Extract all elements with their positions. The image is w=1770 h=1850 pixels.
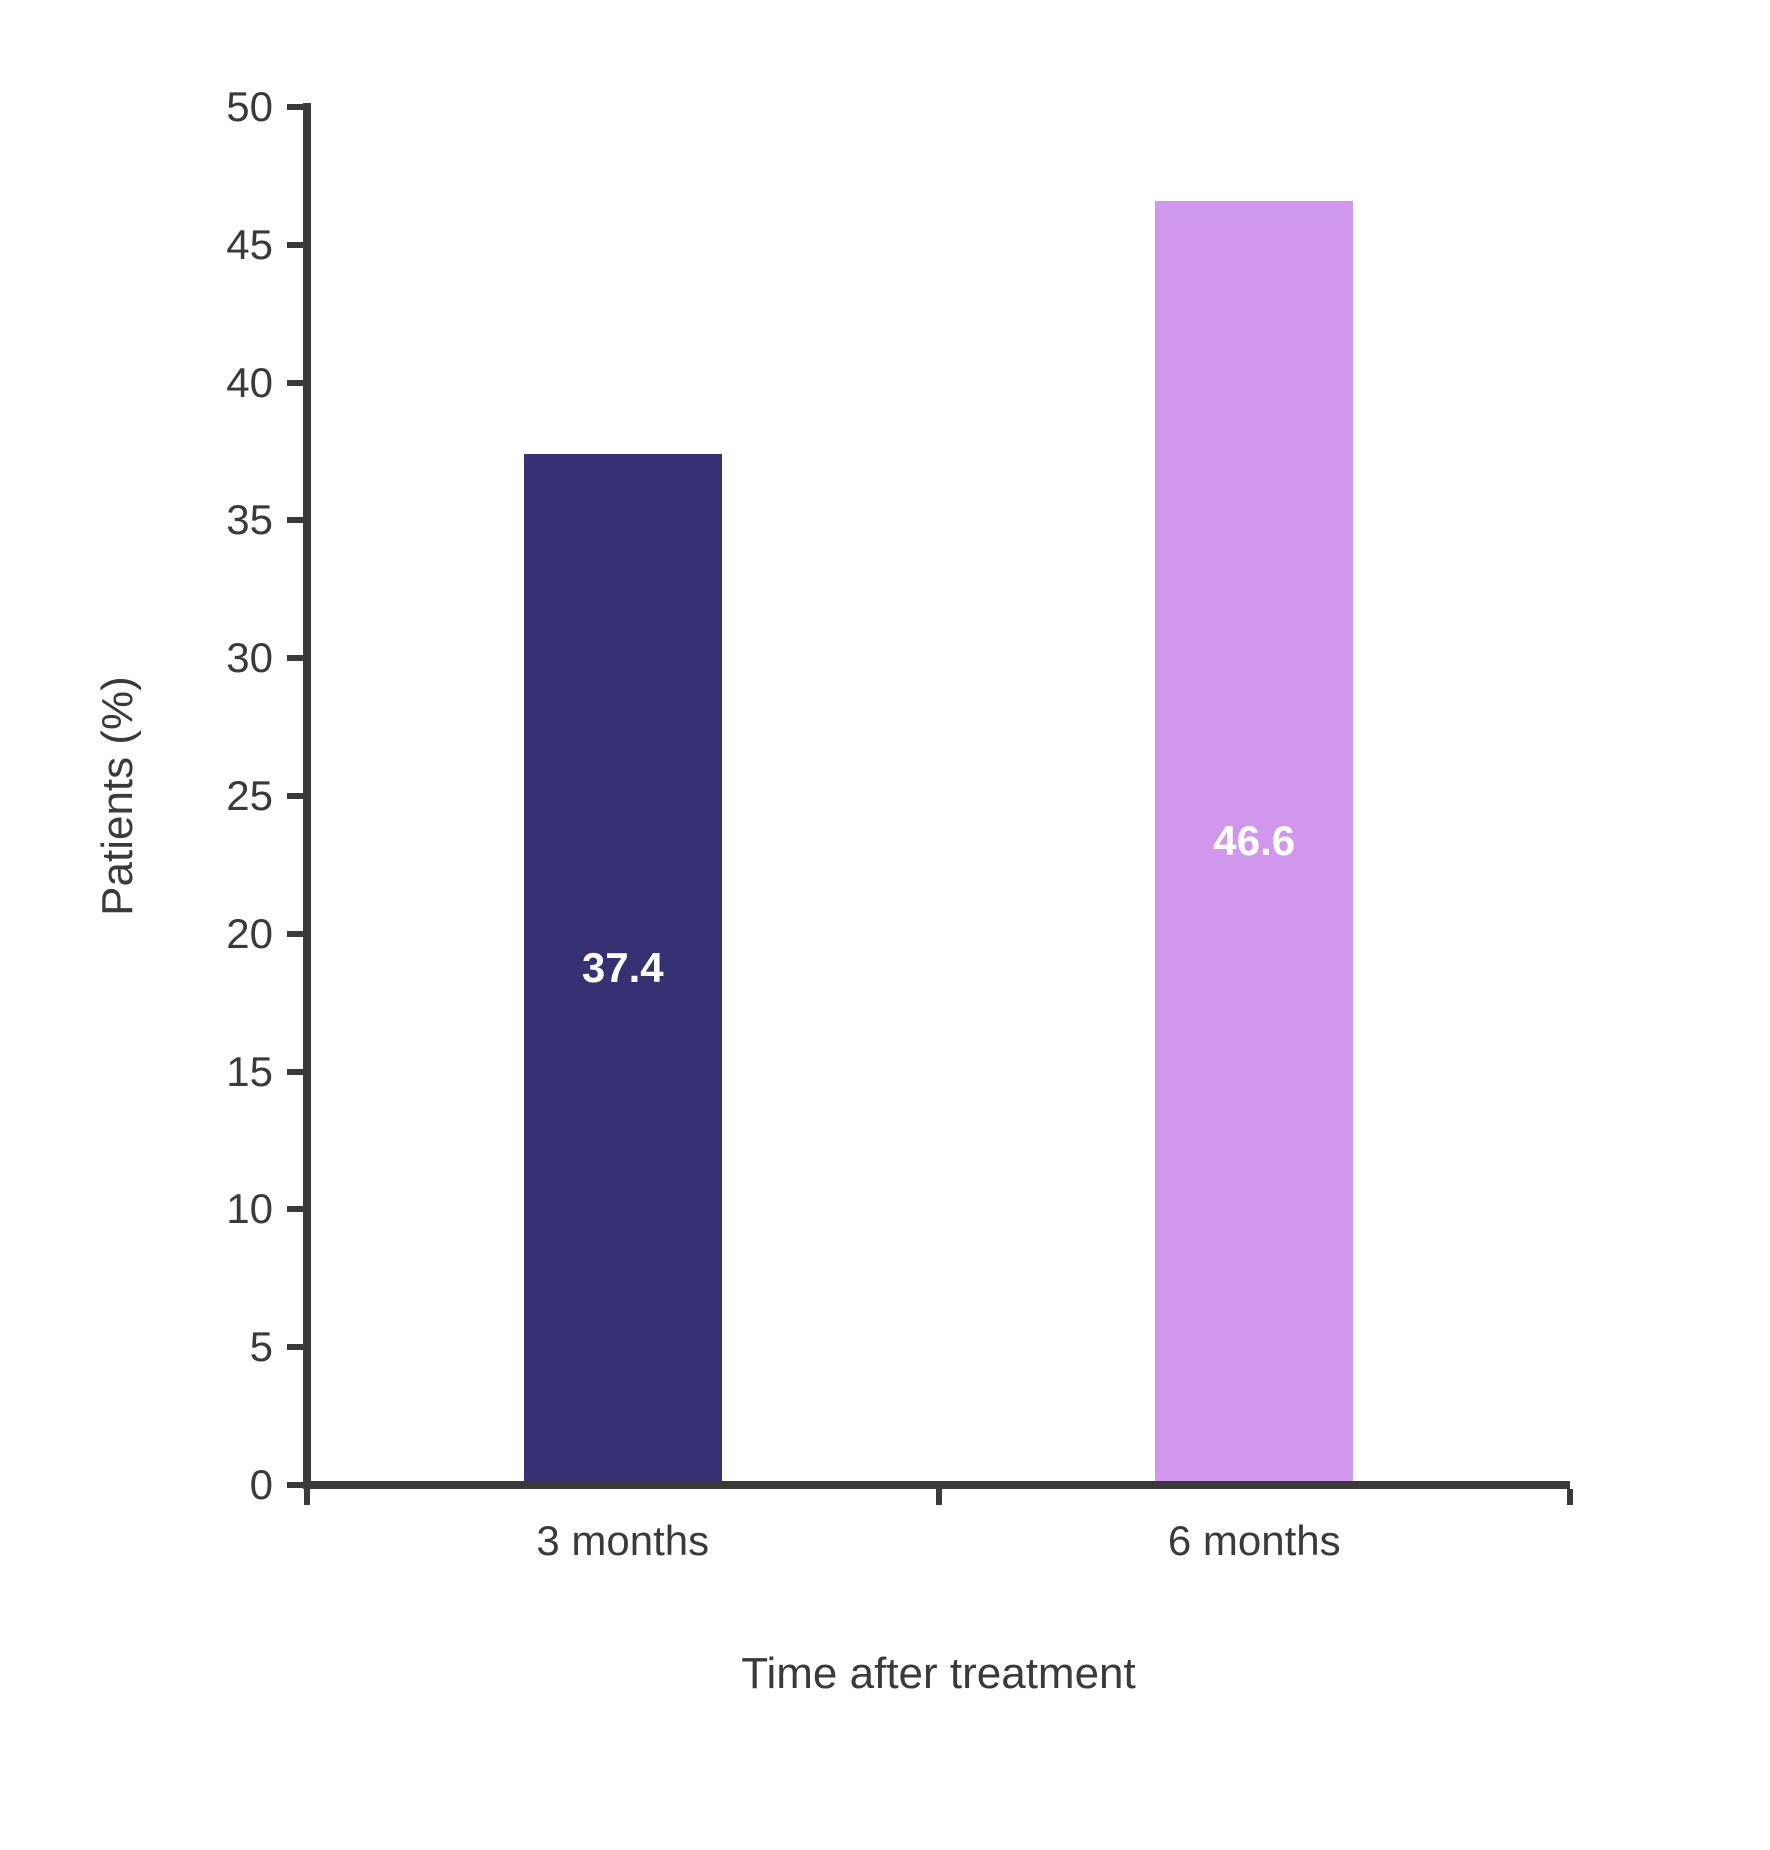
- bar-value-label: 46.6: [1213, 816, 1296, 864]
- y-tick-mark: [287, 517, 303, 524]
- y-tick-mark: [287, 655, 303, 662]
- y-tick-mark: [287, 241, 303, 248]
- y-tick-mark: [287, 1344, 303, 1351]
- bar: [523, 454, 722, 1481]
- y-tick-label: 5: [249, 1323, 273, 1371]
- x-axis-title: Time after treatment: [741, 1649, 1136, 1698]
- y-tick-label: 10: [226, 1185, 273, 1233]
- x-axis-line: [303, 1481, 1570, 1489]
- x-tick-mark: [304, 1489, 310, 1505]
- y-tick-label: 35: [226, 496, 273, 544]
- x-tick-mark: [1567, 1489, 1573, 1505]
- y-tick-label: 30: [226, 634, 273, 682]
- y-tick-label: 40: [226, 358, 273, 406]
- x-tick-label: 6 months: [1167, 1517, 1341, 1564]
- y-tick-label: 20: [226, 909, 273, 957]
- y-tick-mark: [287, 104, 303, 110]
- y-tick-label: 0: [249, 1461, 273, 1508]
- y-tick-mark: [287, 379, 303, 386]
- y-tick-mark: [287, 1482, 303, 1488]
- y-tick-label: 50: [226, 83, 273, 130]
- x-tick-mark: [935, 1489, 942, 1505]
- y-tick-mark: [287, 1068, 303, 1075]
- bar: [1155, 200, 1354, 1481]
- y-tick-label: 45: [226, 220, 273, 268]
- bar-value-label: 37.4: [581, 943, 664, 991]
- y-tick-mark: [287, 793, 303, 799]
- y-axis-line: [303, 103, 311, 1489]
- y-tick-label: 15: [226, 1047, 273, 1095]
- y-tick-mark: [287, 1206, 303, 1213]
- y-tick-mark: [287, 930, 303, 937]
- y-tick-label: 25: [226, 772, 273, 819]
- x-tick-label: 3 months: [536, 1517, 710, 1564]
